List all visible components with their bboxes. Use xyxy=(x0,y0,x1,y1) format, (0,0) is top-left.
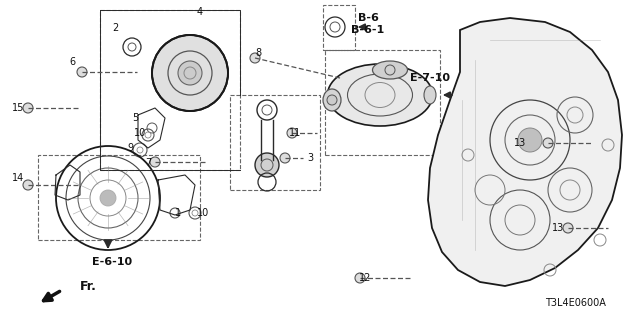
Ellipse shape xyxy=(250,53,260,63)
Text: 12: 12 xyxy=(359,273,371,283)
Ellipse shape xyxy=(255,153,279,177)
Text: 5: 5 xyxy=(132,113,138,123)
Bar xyxy=(325,50,440,155)
Text: 13: 13 xyxy=(514,138,526,148)
Text: 10: 10 xyxy=(197,208,209,218)
Text: 14: 14 xyxy=(12,173,24,183)
Text: 4: 4 xyxy=(197,7,203,17)
Ellipse shape xyxy=(23,103,33,113)
Text: 15: 15 xyxy=(12,103,24,113)
Ellipse shape xyxy=(150,157,160,167)
Ellipse shape xyxy=(152,35,228,111)
Ellipse shape xyxy=(543,138,553,148)
Text: 6: 6 xyxy=(69,57,75,67)
Text: B-6-1: B-6-1 xyxy=(351,25,385,35)
Text: Fr.: Fr. xyxy=(80,279,97,292)
Ellipse shape xyxy=(355,273,365,283)
Ellipse shape xyxy=(23,180,33,190)
Ellipse shape xyxy=(372,61,408,79)
Bar xyxy=(100,10,240,170)
Text: T3L4E0600A: T3L4E0600A xyxy=(545,298,605,308)
Bar xyxy=(230,95,320,190)
Ellipse shape xyxy=(323,89,341,111)
Ellipse shape xyxy=(287,128,297,138)
Ellipse shape xyxy=(563,223,573,233)
Text: 2: 2 xyxy=(112,23,118,33)
Text: E-6-10: E-6-10 xyxy=(92,257,132,267)
Ellipse shape xyxy=(280,153,290,163)
Ellipse shape xyxy=(518,128,542,152)
Ellipse shape xyxy=(100,190,116,206)
Bar xyxy=(323,5,355,50)
Text: E-7-10: E-7-10 xyxy=(410,73,450,83)
Ellipse shape xyxy=(328,64,433,126)
Text: 7: 7 xyxy=(145,158,151,168)
Text: 11: 11 xyxy=(289,128,301,138)
Bar xyxy=(38,155,200,240)
Ellipse shape xyxy=(327,95,337,105)
Polygon shape xyxy=(428,18,622,286)
Text: 10: 10 xyxy=(134,128,146,138)
Ellipse shape xyxy=(424,86,436,104)
Ellipse shape xyxy=(178,61,202,85)
Ellipse shape xyxy=(77,67,87,77)
Text: 9: 9 xyxy=(127,143,133,153)
Text: B-6: B-6 xyxy=(358,13,378,23)
Text: 13: 13 xyxy=(552,223,564,233)
Text: 8: 8 xyxy=(255,48,261,58)
Text: 1: 1 xyxy=(175,208,181,218)
Text: 3: 3 xyxy=(307,153,313,163)
